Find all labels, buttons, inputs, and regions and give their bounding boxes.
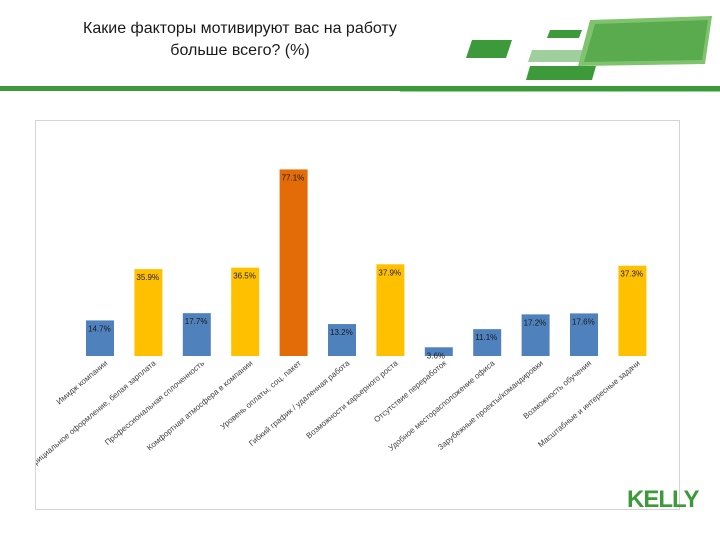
value-label-12: 37.3% xyxy=(620,270,643,279)
page-title: Какие факторы мотивируют вас на работу б… xyxy=(40,18,440,62)
category-label-1: Имидж компании xyxy=(55,359,110,407)
bar-11 xyxy=(570,313,598,356)
chart-frame: 14.7% Имидж компании 35.9% Официальное офор… xyxy=(35,120,680,510)
header-divider xyxy=(0,86,720,91)
bar-9 xyxy=(473,329,502,356)
value-label-8: 3.6% xyxy=(427,351,445,360)
category-label-10: Зарубежные проекты/командировки xyxy=(436,359,545,452)
category-label-6: Гибкий график / удаленная работа xyxy=(247,358,351,448)
decor-large-block-inner xyxy=(584,20,708,62)
value-label-9: 11.1% xyxy=(475,333,497,342)
decor-parallelogram-small xyxy=(466,40,512,58)
decor-bar-dark xyxy=(526,66,596,80)
category-label-4: Комфортная атмосфера в компании xyxy=(145,359,254,453)
bar-5 xyxy=(279,169,308,356)
category-label-9: Удобное месторасположение офиса xyxy=(387,358,497,452)
value-label-2: 35.9% xyxy=(136,273,159,282)
bar-2 xyxy=(134,269,163,356)
bar-7 xyxy=(376,264,405,356)
bar-8 xyxy=(424,347,453,356)
bar-10 xyxy=(521,314,550,356)
value-label-4: 36.5% xyxy=(233,272,256,281)
header-divider-thin xyxy=(400,91,720,92)
value-label-7: 37.9% xyxy=(378,268,401,277)
value-label-6: 13.2% xyxy=(330,328,353,337)
category-label-5: Уровень оплаты, соц. пакет xyxy=(219,358,303,431)
title-line-2: больше всего? (%) xyxy=(170,42,310,59)
category-label-7: Возможности карьерного роста xyxy=(305,358,401,440)
bar-12 xyxy=(618,265,647,356)
value-label-5: 77.1% xyxy=(282,173,305,182)
value-label-3: 17.7% xyxy=(185,317,208,326)
decorative-logo-shapes xyxy=(466,16,712,80)
category-label-12: Масштабные и интересные задачи xyxy=(536,359,641,450)
decor-dash xyxy=(547,30,582,38)
title-line-1: Какие факторы мотивируют вас на работу xyxy=(83,20,397,37)
bar-1 xyxy=(86,320,114,356)
brand-logo-text: KELLY xyxy=(627,486,699,513)
value-label-1: 14.7% xyxy=(88,324,111,333)
category-label-3: Профессиональная сплоченность xyxy=(103,359,206,447)
bar-6 xyxy=(328,324,356,356)
bar-4 xyxy=(231,267,260,356)
value-label-11: 17.6% xyxy=(572,317,595,326)
value-label-10: 17.2% xyxy=(524,318,547,327)
bar-3 xyxy=(182,313,211,356)
